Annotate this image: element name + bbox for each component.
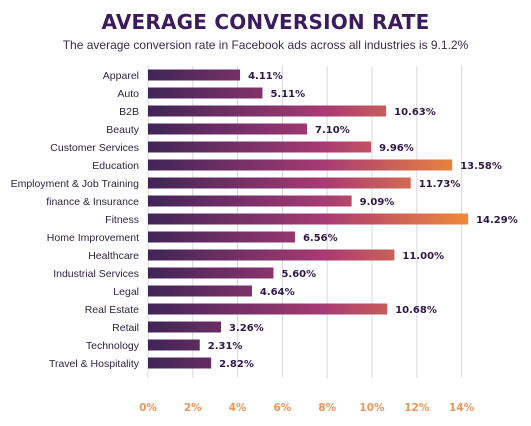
category-label: finance & Insurance bbox=[46, 196, 139, 208]
value-label: 2.82% bbox=[219, 359, 254, 370]
value-label: 5.11% bbox=[270, 89, 305, 100]
value-label: 3.26% bbox=[229, 323, 264, 334]
category-label: Employment & Job Training bbox=[11, 178, 140, 190]
bar bbox=[148, 141, 372, 153]
category-label: Apparel bbox=[103, 70, 139, 82]
value-label: 5.60% bbox=[281, 269, 316, 280]
x-tick-label: 2% bbox=[184, 402, 202, 414]
x-tick-label: 12% bbox=[404, 402, 430, 414]
bar bbox=[148, 231, 295, 243]
category-label: Auto bbox=[117, 88, 139, 100]
bar bbox=[148, 177, 411, 189]
category-label: B2B bbox=[119, 106, 139, 118]
category-label: Home Improvement bbox=[47, 232, 139, 244]
category-label: Beauty bbox=[106, 124, 139, 136]
value-label: 7.10% bbox=[315, 125, 350, 136]
bars bbox=[148, 69, 469, 369]
bar bbox=[148, 339, 200, 351]
bar bbox=[148, 285, 252, 297]
bar bbox=[148, 249, 395, 261]
bar bbox=[148, 195, 352, 207]
bar bbox=[148, 267, 274, 279]
bar bbox=[148, 213, 469, 225]
x-axis-ticks: 0% 2% 4% 6% 8% 10% 12% 14% bbox=[139, 402, 475, 414]
value-label: 4.11% bbox=[248, 71, 283, 82]
value-label: 2.31% bbox=[208, 341, 243, 352]
value-label: 9.09% bbox=[360, 197, 395, 208]
category-labels: Apparel Auto B2B Beauty Customer Services Edu… bbox=[11, 70, 140, 370]
x-tick-label: 0% bbox=[139, 402, 157, 414]
value-label: 10.63% bbox=[394, 107, 436, 118]
value-label: 9.96% bbox=[379, 143, 414, 154]
value-label: 11.73% bbox=[419, 179, 461, 190]
x-tick-label: 6% bbox=[273, 402, 291, 414]
chart-title: AVERAGE CONVERSION RATE bbox=[101, 10, 430, 34]
value-label: 14.29% bbox=[476, 215, 518, 226]
value-labels: 4.11% 5.11% 10.63% 7.10% 9.96% 13.58% 11.73% 9.… bbox=[208, 71, 518, 370]
category-label: Education bbox=[92, 160, 139, 172]
category-label: Travel & Hospitality bbox=[49, 358, 140, 370]
bar bbox=[148, 159, 453, 171]
bar bbox=[148, 87, 263, 99]
category-label: Retail bbox=[112, 322, 139, 334]
value-label: 4.64% bbox=[260, 287, 295, 298]
category-label: Healthcare bbox=[88, 250, 139, 262]
x-tick-label: 10% bbox=[359, 402, 385, 414]
value-label: 6.56% bbox=[303, 233, 338, 244]
x-tick-label: 4% bbox=[229, 402, 247, 414]
bar bbox=[148, 123, 308, 135]
category-label: Real Estate bbox=[85, 304, 139, 316]
category-label: Technology bbox=[86, 340, 140, 352]
bar bbox=[148, 105, 387, 117]
bar bbox=[148, 69, 241, 81]
bar bbox=[148, 357, 212, 369]
value-label: 13.58% bbox=[460, 161, 502, 172]
bar bbox=[148, 321, 222, 333]
chart-subtitle: The average conversion rate in Facebook … bbox=[62, 38, 469, 52]
bar bbox=[148, 303, 388, 315]
value-label: 11.00% bbox=[402, 251, 444, 262]
category-label: Legal bbox=[113, 286, 139, 298]
category-label: Fitness bbox=[105, 214, 139, 226]
x-tick-label: 14% bbox=[449, 402, 475, 414]
category-label: Customer Services bbox=[50, 142, 139, 154]
value-label: 10.68% bbox=[395, 305, 437, 316]
category-label: Industrial Services bbox=[53, 268, 139, 280]
x-tick-label: 8% bbox=[318, 402, 336, 414]
